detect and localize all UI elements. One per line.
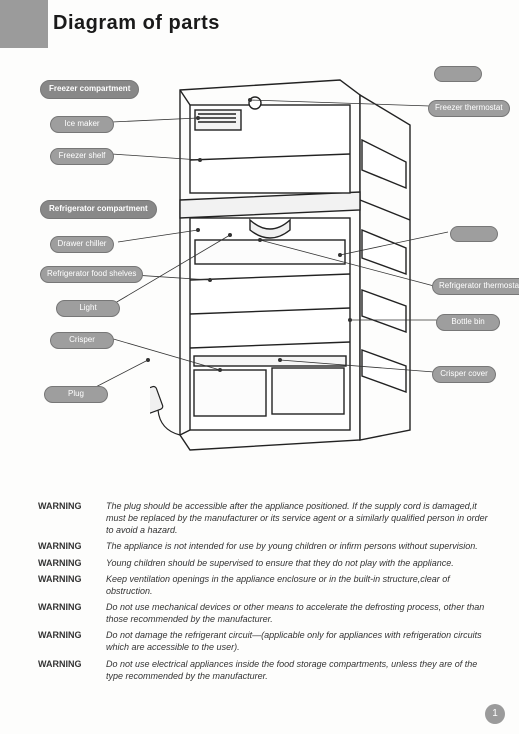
part-label: Refrigerator thermostat	[432, 278, 519, 295]
warning-text: The plug should be accessible after the …	[106, 500, 488, 536]
part-label: Freezer shelf	[50, 148, 114, 165]
warning-text: Young children should be supervised to e…	[106, 557, 488, 569]
fridge-illustration	[150, 70, 430, 470]
part-label: Ice maker	[50, 116, 114, 133]
warning-text: The appliance is not intended for use by…	[106, 540, 488, 552]
part-label: Crisper	[50, 332, 114, 349]
part-label: Refrigerator food shelves	[40, 266, 143, 283]
warning-text: Do not use electrical appliances inside …	[106, 658, 488, 682]
warning-text: Keep ventilation openings in the applian…	[106, 573, 488, 597]
part-label: Bottle bin	[436, 314, 500, 331]
part-label: Drawer chiller	[50, 236, 114, 253]
page-title: Diagram of parts	[53, 12, 220, 35]
warning-row: WARNINGDo not damage the refrigerant cir…	[38, 629, 488, 653]
warning-row: WARNINGThe appliance is not intended for…	[38, 540, 488, 552]
part-label: Freezer compartment	[40, 80, 139, 99]
warning-row: WARNINGThe plug should be accessible aft…	[38, 500, 488, 536]
warning-row: WARNINGKeep ventilation openings in the …	[38, 573, 488, 597]
warning-label: WARNING	[38, 573, 106, 597]
warning-row: WARNINGYoung children should be supervis…	[38, 557, 488, 569]
header-block	[0, 0, 48, 48]
part-label	[434, 66, 482, 82]
warning-text: Do not use mechanical devices or other m…	[106, 601, 488, 625]
warning-label: WARNING	[38, 629, 106, 653]
diagram-area: Freezer compartment Ice maker Freezer shel…	[0, 60, 519, 490]
part-label: Plug	[44, 386, 108, 403]
warning-label: WARNING	[38, 658, 106, 682]
warning-label: WARNING	[38, 601, 106, 625]
warning-row: WARNINGDo not use electrical appliances …	[38, 658, 488, 682]
part-label: Crisper cover	[432, 366, 496, 383]
part-label: Freezer thermostat	[428, 100, 510, 117]
warning-label: WARNING	[38, 500, 106, 536]
warnings-block: WARNINGThe plug should be accessible aft…	[38, 500, 488, 686]
warning-text: Do not damage the refrigerant circuit—(a…	[106, 629, 488, 653]
part-label: Refrigerator compartment	[40, 200, 157, 219]
page-number: 1	[485, 704, 505, 724]
part-label: Light	[56, 300, 120, 317]
warning-label: WARNING	[38, 557, 106, 569]
warning-label: WARNING	[38, 540, 106, 552]
warning-row: WARNINGDo not use mechanical devices or …	[38, 601, 488, 625]
part-label	[450, 226, 498, 242]
